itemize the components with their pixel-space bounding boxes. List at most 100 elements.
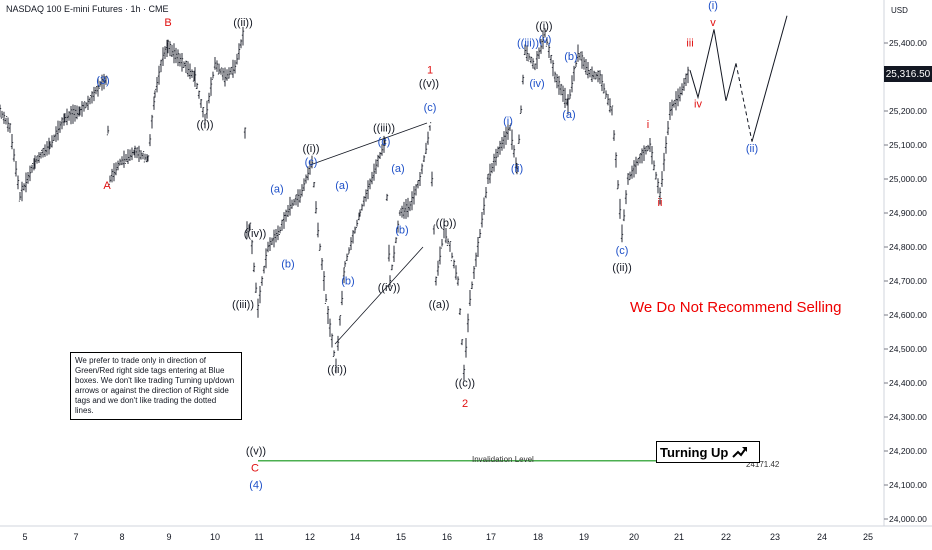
- trading-note: We prefer to trade only in direction of …: [70, 352, 242, 420]
- wave-label: ((iii)): [517, 37, 539, 49]
- y-tick-label: 24,800.00: [889, 242, 927, 252]
- wave-label: (a): [335, 180, 348, 192]
- wave-label: 2: [462, 398, 468, 410]
- wave-label: (i): [708, 0, 718, 12]
- x-tick-label: 25: [863, 532, 873, 542]
- wave-label: A: [103, 180, 111, 192]
- chart-title: NASDAQ 100 E-mini Futures · 1h · CME: [6, 4, 169, 14]
- x-tick-label: 23: [770, 532, 780, 542]
- x-tick-label: 20: [629, 532, 639, 542]
- x-tick-label: 16: [442, 532, 452, 542]
- y-tick-label: 25,400.00: [889, 38, 927, 48]
- x-tick-label: 5: [22, 532, 27, 542]
- y-tick-label: 24,100.00: [889, 480, 927, 490]
- wave-label: (c): [424, 102, 437, 114]
- current-price-badge: 25,316.50: [884, 66, 932, 82]
- wave-label: (a): [270, 184, 283, 196]
- turning-up-label: Turning Up: [660, 444, 729, 460]
- wave-label: (c): [378, 136, 391, 148]
- wave-label: ((iv)): [244, 228, 267, 240]
- wave-label: (4): [249, 479, 262, 491]
- wave-label: (i): [503, 116, 513, 128]
- x-tick-label: 11: [254, 532, 263, 542]
- wave-label: (a): [391, 163, 404, 175]
- wave-label: iv: [694, 99, 702, 111]
- triangle-lower-line: [334, 246, 424, 345]
- x-tick-label: 8: [119, 532, 124, 542]
- wave-label: (ii): [511, 163, 523, 175]
- x-tick-label: 24: [817, 532, 827, 542]
- x-tick-label: 22: [721, 532, 731, 542]
- invalidation-label: Invalidation Level: [472, 455, 534, 464]
- wave-label: iii: [686, 37, 693, 49]
- wave-label: (b): [564, 51, 577, 63]
- wave-label: ii: [658, 197, 663, 209]
- wave-label: ((iii)): [232, 299, 254, 311]
- currency-label: USD: [891, 6, 908, 15]
- triangle-upper-line: [309, 122, 428, 166]
- wave-label: (c): [305, 156, 318, 168]
- wave-label: (b): [395, 224, 408, 236]
- arrow-up-right-icon: [732, 447, 748, 458]
- y-tick-label: 25,200.00: [889, 106, 927, 116]
- wave-label: ((v)): [246, 445, 266, 457]
- wave-label: ((b)): [436, 218, 457, 230]
- x-axis-ticks: 5 7 8 9 10 11 12 14 15 16 17 18 19 20 21 22 23 24 25: [22, 532, 873, 542]
- y-tick-label: 24,500.00: [889, 344, 927, 354]
- x-tick-label: 10: [210, 532, 220, 542]
- y-tick-label: 24,900.00: [889, 208, 927, 218]
- x-tick-label: 9: [166, 532, 171, 542]
- wave-label: (c): [616, 245, 629, 257]
- x-tick-label: 12: [305, 532, 315, 542]
- wave-label: ((v)): [419, 78, 439, 90]
- wave-label: v: [710, 17, 716, 29]
- y-axis-ticks: 25,400.0025,300.0025,200.0025,100.0025,0…: [884, 38, 927, 524]
- wave-label: ((i)): [302, 143, 319, 155]
- wave-label: B: [164, 17, 171, 29]
- wave-label: ((i)): [196, 119, 213, 131]
- wave-label: 1: [427, 65, 433, 77]
- y-tick-label: 24,000.00: [889, 514, 927, 524]
- x-tick-label: 14: [350, 532, 360, 542]
- wave-label: ((ii)): [233, 17, 253, 29]
- x-tick-label: 15: [396, 532, 406, 542]
- wave-label: C: [251, 462, 259, 474]
- projection-final: [751, 15, 788, 142]
- wave-labels: (3) A B ((i)) ((ii)) ((iv)) ((iii)) ((v)) C (4) (a…: [96, 0, 758, 491]
- x-tick-label: 17: [486, 532, 496, 542]
- y-tick-label: 25,000.00: [889, 174, 927, 184]
- x-tick-label: 7: [73, 532, 78, 542]
- y-tick-label: 25,100.00: [889, 140, 927, 150]
- wave-label: (iv): [529, 78, 544, 90]
- wave-label: (a): [562, 109, 575, 121]
- wave-label: i: [647, 119, 649, 131]
- wave-label: ((c)): [455, 377, 475, 389]
- wave-label: (v): [539, 34, 552, 46]
- y-tick-label: 24,600.00: [889, 310, 927, 320]
- wave-label: (3): [96, 75, 109, 87]
- projection-path: [689, 15, 788, 142]
- wave-label: (b): [281, 258, 294, 270]
- projection-solid: [689, 29, 737, 101]
- price-bars: [0, 26, 690, 381]
- y-tick-label: 24,300.00: [889, 412, 927, 422]
- wave-label: ((i)): [535, 20, 552, 32]
- wave-label: ((ii)): [327, 364, 347, 376]
- warning-text: We Do Not Recommend Selling: [630, 299, 842, 316]
- wave-label: ((iii)): [373, 122, 395, 134]
- projection-dashed: [735, 63, 753, 142]
- y-tick-label: 24,200.00: [889, 446, 927, 456]
- wave-label: (ii): [746, 143, 758, 155]
- wave-label: ((a)): [429, 299, 450, 311]
- turning-up-box: Turning Up: [656, 441, 760, 463]
- invalidation-value: 24171.42: [746, 460, 780, 469]
- x-tick-label: 21: [674, 532, 684, 542]
- wave-label: (b): [341, 275, 354, 287]
- x-tick-label: 18: [533, 532, 543, 542]
- x-tick-label: 19: [579, 532, 589, 542]
- y-tick-label: 24,400.00: [889, 378, 927, 388]
- wave-label: ((ii)): [612, 262, 632, 274]
- wave-label: ((iv)): [378, 282, 401, 294]
